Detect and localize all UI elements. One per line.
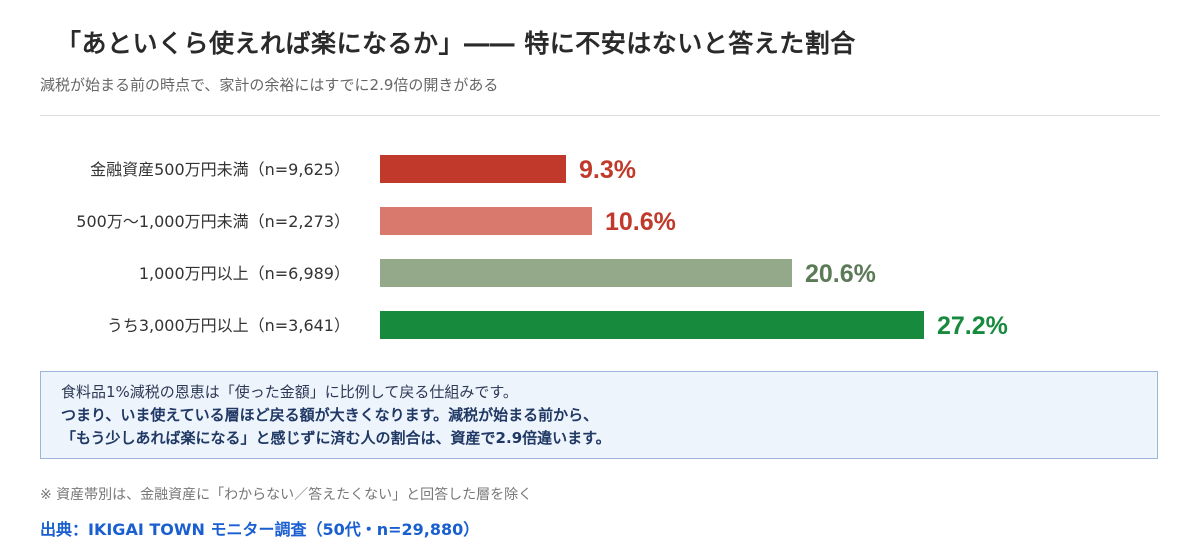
bar-chart: 金融資産500万円未満（n=9,625） 9.3% 500万〜1,000万円未満（n… bbox=[76, 155, 1008, 340]
source-credit: 出典：IKIGAI TOWN モニター調査（50代・n=29,880） bbox=[40, 520, 480, 539]
category-label: うち3,000万円以上（n=3,641） bbox=[107, 316, 350, 335]
value-label: 10.6% bbox=[605, 208, 676, 236]
bar bbox=[380, 259, 792, 287]
explanation-note: 食料品1%減税の恩恵は「使った金額」に比例して戻る仕組みです。 つまり、いま使え… bbox=[40, 371, 1158, 459]
note-line-1: 食料品1%減税の恩恵は「使った金額」に比例して戻る仕組みです。 bbox=[61, 383, 518, 401]
bar bbox=[380, 155, 566, 183]
note-line-2: つまり、いま使えている層ほど戻る額が大きくなります。減税が始まる前から、 bbox=[61, 406, 599, 424]
category-label: 金融資産500万円未満（n=9,625） bbox=[90, 160, 350, 179]
value-label: 27.2% bbox=[937, 312, 1008, 340]
value-label: 9.3% bbox=[579, 156, 636, 184]
category-label: 1,000万円以上（n=6,989） bbox=[139, 264, 350, 283]
page-title: 「あといくら使えれば楽になるか」―― 特に不安はないと答えた割合 bbox=[56, 29, 856, 58]
value-label: 20.6% bbox=[805, 260, 876, 288]
note-line-3: 「もう少しあれば楽になる」と感じずに済む人の割合は、資産で2.9倍違います。 bbox=[61, 429, 611, 447]
footnote: ※ 資産帯別は、金融資産に「わからない／答えたくない」と回答した層を除く bbox=[40, 487, 533, 503]
page-subtitle: 減税が始まる前の時点で、家計の余裕にはすでに2.9倍の開きがある bbox=[40, 76, 499, 94]
bar bbox=[380, 207, 592, 235]
category-label: 500万〜1,000万円未満（n=2,273） bbox=[76, 212, 350, 231]
bar bbox=[380, 311, 924, 339]
header-divider bbox=[40, 115, 1160, 116]
